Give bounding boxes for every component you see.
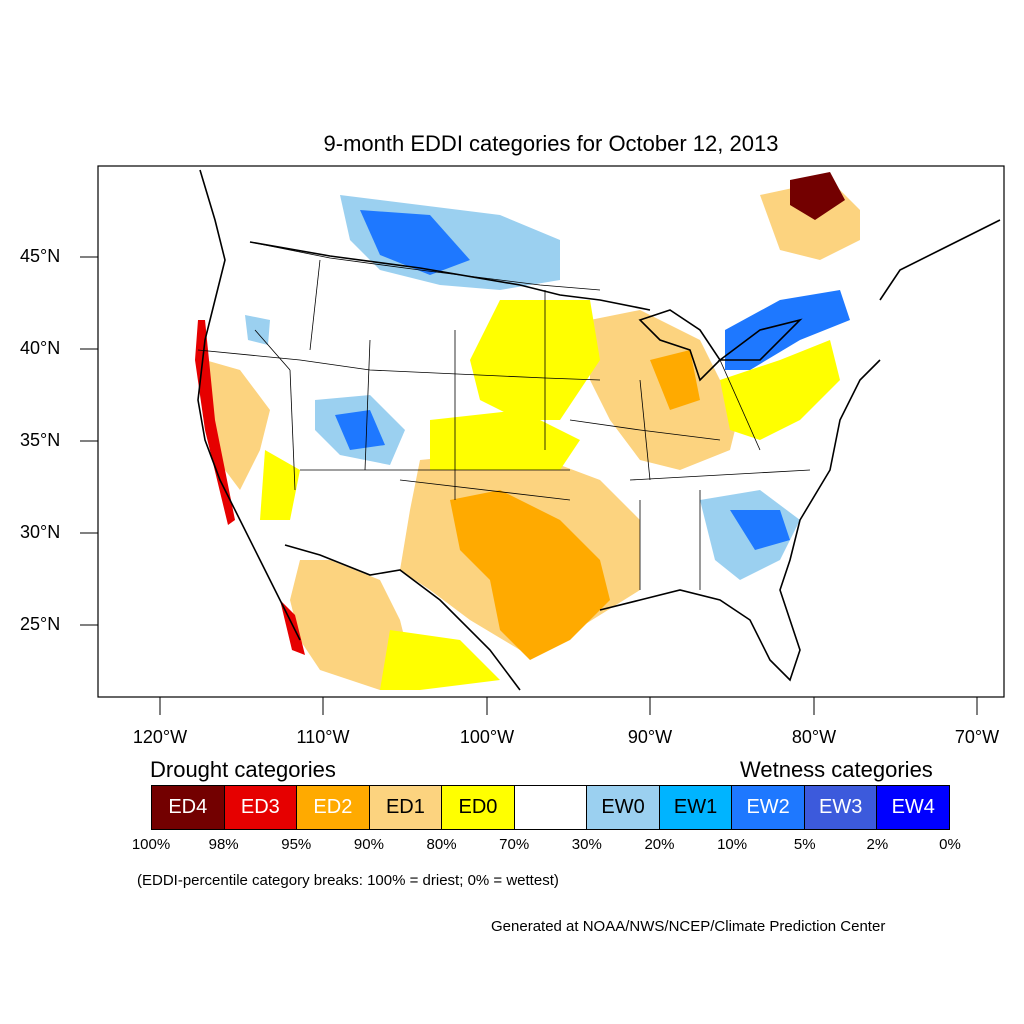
legend-break-label: 10% <box>717 836 748 853</box>
state-boundaries <box>197 241 811 590</box>
lat-label-30: 30°N <box>20 522 61 542</box>
legend-box-ew3: EW3 <box>804 786 878 829</box>
legend-box-ew4: EW4 <box>877 786 950 829</box>
lon-label-110: 110°W <box>296 727 350 747</box>
legend-box-ew2: EW2 <box>732 786 805 829</box>
lat-ticks <box>80 256 98 626</box>
ed3-westcoast-strip <box>195 320 235 525</box>
ed0-mexico-region <box>380 630 500 690</box>
ew2-rockies <box>335 410 385 450</box>
legend-break-label: 20% <box>644 836 675 853</box>
legend-box-ew0: EW0 <box>587 786 660 829</box>
ed0-central-region <box>470 300 600 420</box>
ed0-plains-region <box>430 410 580 470</box>
legend-box-ed3: ED3 <box>224 786 298 829</box>
credit-line: Generated at NOAA/NWS/NCEP/Climate Predi… <box>491 918 886 935</box>
lat-label-45: 45°N <box>20 246 61 266</box>
legend-break-label: 0% <box>939 836 961 853</box>
legend-box-neutral <box>514 786 588 829</box>
lat-label-25: 25°N <box>20 614 61 634</box>
legend-break-label: 95% <box>281 836 312 853</box>
page-title: 9-month EDDI categories for October 12, … <box>323 131 779 156</box>
legend-break-label: 5% <box>793 836 816 853</box>
ed0-east-region <box>720 340 840 440</box>
ed1-southwest-region <box>290 560 410 690</box>
lon-label-120: 120°W <box>132 727 188 747</box>
legend-box-ed2: ED2 <box>297 786 370 829</box>
legend-break-label: 90% <box>353 836 384 853</box>
lon-label-100: 100°W <box>459 727 515 747</box>
ed2-michigan-region <box>650 350 700 410</box>
ed2-texas-region <box>450 490 610 660</box>
legend-bar: ED4 ED3 ED2 ED1 ED0 EW0 EW1 EW2 EW3 EW4 <box>151 785 950 830</box>
lat-label-40: 40°N <box>20 338 61 358</box>
legend-box-ed4: ED4 <box>152 786 225 829</box>
lon-label-90: 90°W <box>627 727 673 747</box>
category-note: (EDDI-percentile category breaks: 100% =… <box>137 872 559 889</box>
legend-break-label: 80% <box>426 836 457 853</box>
ew1-idaho <box>245 315 270 345</box>
legend-box-ed1: ED1 <box>369 786 443 829</box>
ed0-southwest-region <box>260 450 300 520</box>
legend-break-label: 2% <box>866 836 889 853</box>
legend-break-label: 100% <box>131 836 171 853</box>
map-border <box>97 165 1005 698</box>
legend-box-ed0: ED0 <box>442 786 515 829</box>
legend-box-ew1: EW1 <box>659 786 733 829</box>
coastline <box>197 169 1001 691</box>
legend-break-label: 70% <box>499 836 530 853</box>
drought-heading: Drought categories <box>150 757 336 782</box>
lon-ticks <box>159 697 978 715</box>
lon-label-80: 80°W <box>791 727 837 747</box>
legend-break-label: 30% <box>571 836 602 853</box>
lat-label-35: 35°N <box>20 430 61 450</box>
ew2-northern-plains <box>360 210 470 275</box>
legend-break-label: 98% <box>208 836 239 853</box>
lon-label-70: 70°W <box>954 727 1000 747</box>
ew2-great-lakes <box>725 290 850 370</box>
ew2-southeast <box>730 510 790 550</box>
wetness-heading: Wetness categories <box>740 757 933 782</box>
ed4-quebec-spot <box>790 172 845 220</box>
